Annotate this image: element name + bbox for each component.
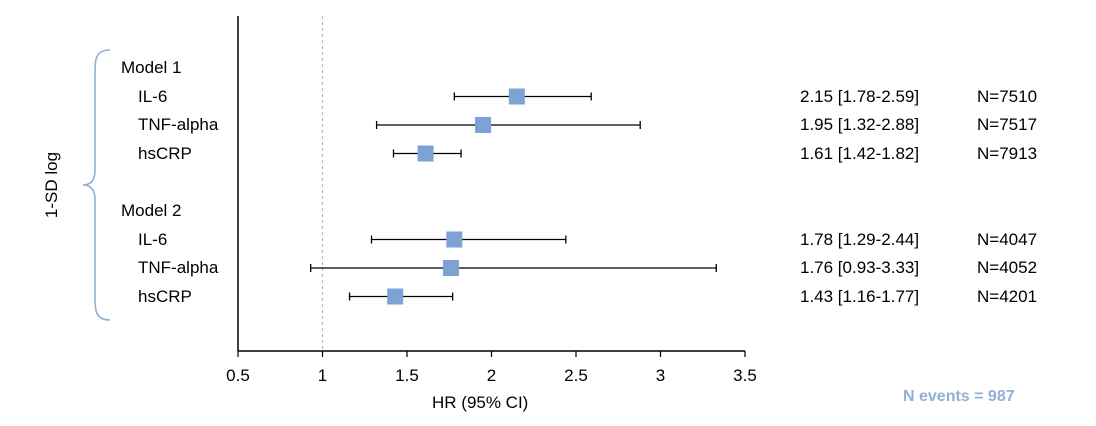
hr-ci-text: 1.95 [1.32-2.88] [800, 115, 920, 134]
x-tick-label: 0.5 [226, 366, 250, 385]
x-tick-label: 1 [318, 366, 327, 385]
n-text: N=7913 [977, 143, 1038, 163]
hr-ci-text: 1.61 [1.42-1.82] [800, 143, 920, 163]
row-label: hsCRP [138, 286, 192, 306]
hr-ci-text: 2.15 [1.78-2.59] [800, 86, 920, 106]
hr-ci-text: 1.78 [1.29-2.44] [800, 229, 920, 249]
y-axis-label: 1-SD log [42, 151, 61, 219]
plot-marks [310, 88, 717, 305]
x-tick-label: 1.5 [395, 366, 419, 385]
x-tick-label: 3 [656, 366, 665, 385]
hr-marker [475, 117, 492, 133]
hr-ci-text: 1.76 [0.93-3.33] [800, 258, 920, 277]
row-label: TNF-alpha [138, 258, 219, 277]
x-tick-label: 2 [487, 366, 496, 385]
x-tick-label: 3.5 [733, 366, 757, 385]
row-label: IL-6 [138, 86, 168, 106]
model-bracket [82, 49, 111, 321]
events-footnote: N events = 987 [903, 388, 1015, 405]
hr-marker [417, 145, 434, 162]
hr-ci-text: 1.43 [1.16-1.77] [800, 286, 920, 306]
n-text: N=4201 [977, 286, 1038, 306]
row-label: hsCRP [138, 143, 192, 163]
row-label: TNF-alpha [138, 115, 219, 134]
hr-marker [508, 88, 525, 105]
n-text: N=4052 [977, 258, 1038, 277]
n-text: N=4047 [977, 229, 1038, 249]
plot-axes: 0.5 1 1.5 2 2.5 3 3.5 [82, 16, 757, 385]
group-label: Model 1 [121, 58, 182, 77]
hr-marker [442, 260, 459, 276]
hr-marker [446, 231, 463, 248]
x-tick-label: 2.5 [564, 366, 588, 385]
row-label: IL-6 [138, 229, 168, 249]
group-label: Model 2 [121, 201, 182, 220]
hr-marker [387, 288, 404, 305]
n-text: N=7517 [977, 115, 1038, 134]
n-text: N=7510 [977, 86, 1038, 106]
x-axis-label: HR (95% CI) [432, 393, 529, 412]
